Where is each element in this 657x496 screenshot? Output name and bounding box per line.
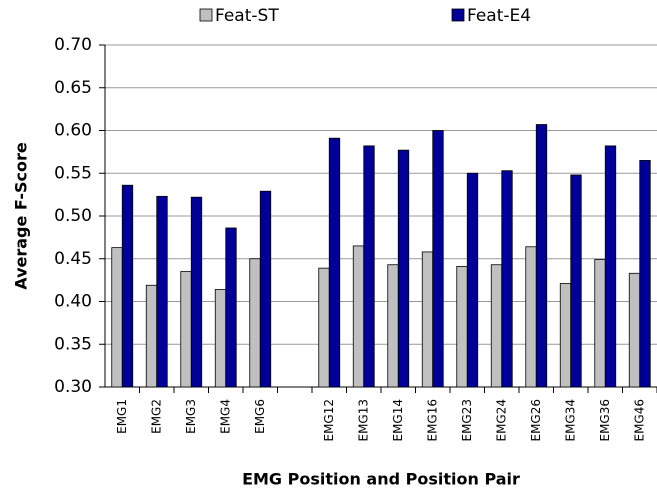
x-tick-label: EMG1 xyxy=(115,399,129,434)
bar xyxy=(432,130,444,388)
bar xyxy=(570,174,582,388)
legend-label: Feat-E4 xyxy=(467,6,531,26)
bar xyxy=(639,160,651,388)
x-tick-label: EMG3 xyxy=(184,399,198,434)
bar xyxy=(214,289,227,388)
bar xyxy=(156,195,168,388)
bar xyxy=(249,258,261,388)
bar xyxy=(352,245,365,388)
x-tick-label: EMG36 xyxy=(598,399,612,442)
bar xyxy=(145,284,158,388)
bar xyxy=(328,137,341,388)
legend-swatch xyxy=(199,8,213,22)
y-tick-label: 0.35 xyxy=(54,334,92,354)
bar xyxy=(259,190,272,388)
legend-swatch xyxy=(451,8,465,22)
bar xyxy=(180,271,192,388)
legend-label: Feat-ST xyxy=(215,6,279,26)
x-tick-label: EMG26 xyxy=(529,399,543,442)
y-tick-label: 0.55 xyxy=(54,163,92,183)
bar xyxy=(501,170,513,388)
x-tick-label: EMG16 xyxy=(425,399,439,442)
y-tick-label: 0.70 xyxy=(54,35,92,55)
bar xyxy=(466,172,479,388)
bar xyxy=(604,145,617,388)
y-tick-label: 0.50 xyxy=(54,206,92,226)
bar xyxy=(318,267,330,388)
x-tick-label: EMG14 xyxy=(391,399,405,442)
bar xyxy=(421,251,434,388)
y-tick-label: 0.40 xyxy=(54,292,92,312)
bar xyxy=(363,145,375,388)
bar xyxy=(559,283,572,388)
x-tick-label: EMG2 xyxy=(149,399,163,434)
bar xyxy=(628,272,641,388)
bar xyxy=(490,264,503,388)
bar xyxy=(387,264,399,388)
y-tick-label: 0.65 xyxy=(54,78,92,98)
bar xyxy=(594,259,606,388)
bar xyxy=(535,124,548,388)
x-tick-label: EMG23 xyxy=(460,399,474,442)
x-axis-title: EMG Position and Position Pair xyxy=(242,470,520,489)
x-tick-label: EMG34 xyxy=(563,399,577,442)
bar xyxy=(525,246,537,388)
y-tick-label: 0.45 xyxy=(54,249,92,269)
x-tick-label: EMG4 xyxy=(218,399,232,434)
bar xyxy=(397,149,410,388)
bar xyxy=(456,266,468,388)
y-axis-title: Average F-Score xyxy=(12,142,31,290)
bar xyxy=(111,247,123,388)
x-tick-label: EMG46 xyxy=(632,399,646,442)
x-tick-label: EMG24 xyxy=(494,399,508,442)
bar xyxy=(190,196,203,388)
x-tick-label: EMG12 xyxy=(322,399,336,442)
x-tick-label: EMG13 xyxy=(356,399,370,442)
bar xyxy=(121,184,134,388)
x-tick-label: EMG6 xyxy=(253,399,267,434)
y-tick-label: 0.30 xyxy=(54,377,92,397)
y-tick-label: 0.60 xyxy=(54,121,92,141)
bar xyxy=(225,227,237,388)
